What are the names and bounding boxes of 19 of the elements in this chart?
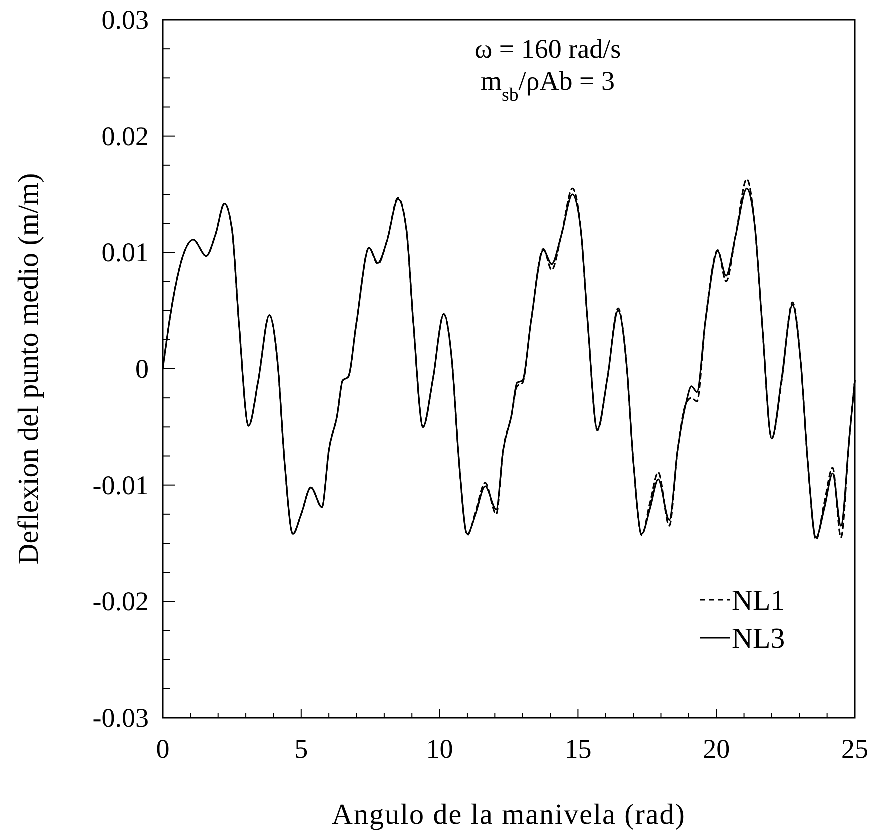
x-tick-label: 5 xyxy=(294,734,308,764)
y-tick-label: -0.02 xyxy=(92,586,149,617)
x-axis-title: Angulo de la manivela (rad) xyxy=(332,799,686,831)
x-tick-label: 0 xyxy=(156,734,170,764)
x-tick-label: 25 xyxy=(842,734,868,764)
y-axis-title: Deflexion del punto medio (m/m) xyxy=(13,173,45,565)
y-tick-label: 0.03 xyxy=(102,5,149,35)
y-tick-label: -0.01 xyxy=(92,470,149,500)
x-tick-label: 15 xyxy=(564,734,592,764)
y-tick-label: 0.01 xyxy=(102,238,149,268)
x-tick-label: 10 xyxy=(426,734,454,764)
annotation: m$_{sb}$/ρAb = 3 xyxy=(480,66,616,106)
y-tick-label: 0.02 xyxy=(102,121,149,152)
legend-label: NL3 xyxy=(732,623,786,655)
annotation: ω = 160 rad/s xyxy=(474,34,622,64)
y-tick-label: -0.03 xyxy=(92,703,149,733)
y-tick-label: 0 xyxy=(136,354,149,384)
x-tick-label: 20 xyxy=(703,734,730,764)
legend-label: NL1 xyxy=(732,585,786,617)
